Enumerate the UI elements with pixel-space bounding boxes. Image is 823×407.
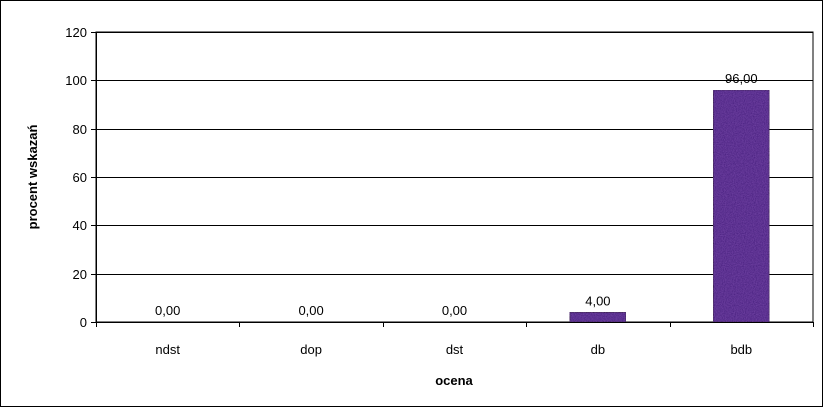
gridlines: [96, 32, 813, 275]
x-axis-title: ocena: [435, 373, 473, 388]
data-label-dop: 0,00: [298, 303, 323, 318]
y-tick-label: 80: [73, 122, 87, 137]
y-tick-label: 120: [65, 25, 87, 40]
axes: 0 20 40 60 80 100 120 ndst dop dst db bdb: [65, 25, 814, 357]
x-tick-label-dop: dop: [300, 342, 322, 357]
x-tick-label-db: db: [591, 342, 605, 357]
x-tick-label-bdb: bdb: [730, 342, 752, 357]
y-tick-label: 40: [73, 218, 87, 233]
y-tick-label: 60: [73, 170, 87, 185]
bars: [569, 89, 770, 323]
bar-bdb: [712, 89, 770, 323]
bar-db: [569, 311, 627, 323]
data-label-ndst: 0,00: [155, 303, 180, 318]
data-label-dst: 0,00: [442, 303, 467, 318]
data-labels: 0,00 0,00 0,00 4,00 96,00: [155, 71, 758, 318]
y-tick-label: 100: [65, 73, 87, 88]
y-tick-label: 0: [80, 315, 87, 330]
y-tick-label: 20: [73, 267, 87, 282]
data-label-bdb: 96,00: [725, 71, 758, 86]
x-tick-label-ndst: ndst: [155, 342, 180, 357]
x-tick-label-dst: dst: [446, 342, 464, 357]
data-label-db: 4,00: [585, 293, 610, 308]
y-axis-title: procent wskazań: [25, 125, 40, 230]
